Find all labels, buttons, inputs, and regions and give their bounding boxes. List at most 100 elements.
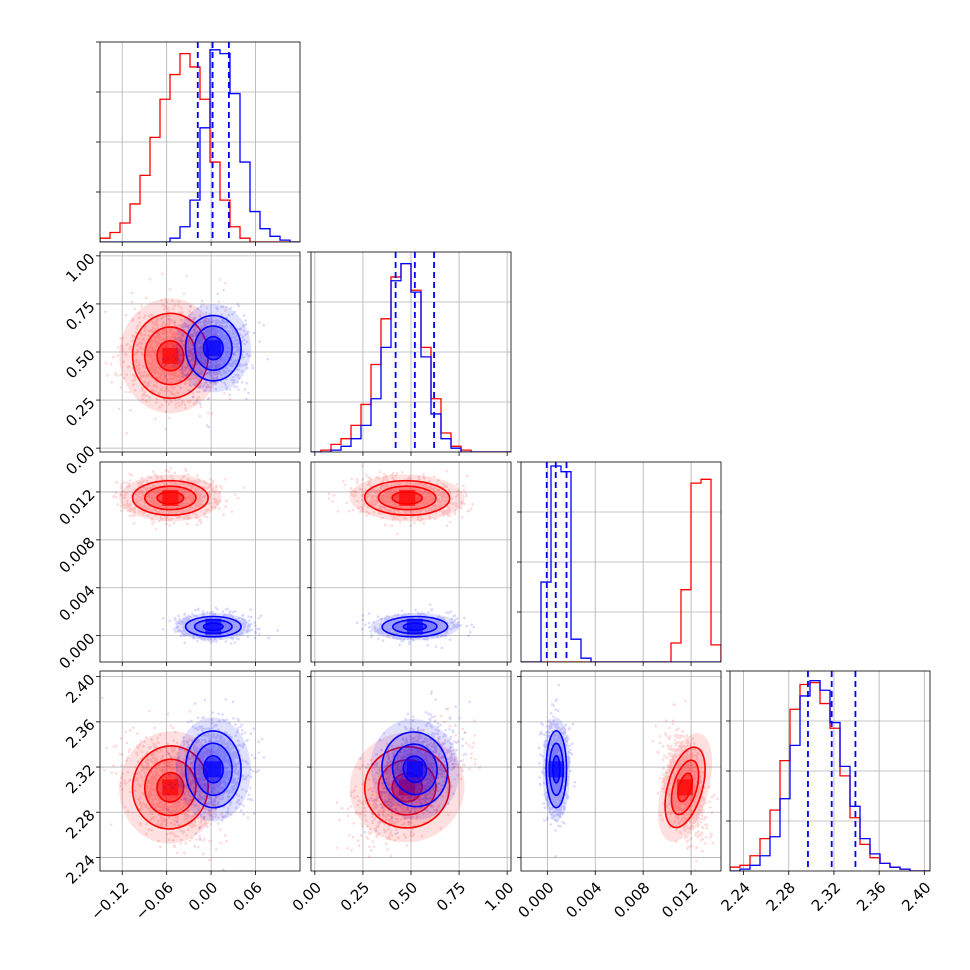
scatter-point bbox=[387, 621, 391, 625]
scatter-point bbox=[437, 615, 441, 618]
scatter-point bbox=[227, 624, 231, 628]
scatter-point bbox=[179, 306, 183, 310]
scatter-point bbox=[222, 617, 226, 621]
scatter-point bbox=[181, 311, 184, 314]
scatter-point bbox=[203, 633, 206, 637]
scatter-point bbox=[201, 332, 205, 336]
scatter-point bbox=[194, 503, 198, 506]
scatter-point bbox=[342, 479, 345, 483]
scatter-point bbox=[409, 506, 413, 510]
scatter-point bbox=[372, 620, 375, 624]
scatter-point bbox=[183, 490, 187, 493]
scatter-point bbox=[213, 331, 217, 334]
scatter-point bbox=[159, 516, 163, 519]
scatter-point bbox=[191, 347, 195, 351]
scatter-point bbox=[140, 386, 144, 390]
scatter-point bbox=[194, 489, 198, 492]
scatter-point bbox=[231, 630, 235, 633]
scatter-point bbox=[201, 352, 205, 356]
scatter-point bbox=[144, 296, 148, 300]
scatter-point bbox=[187, 346, 191, 349]
scatter-point bbox=[224, 627, 227, 631]
scatter-point bbox=[455, 504, 458, 508]
scatter-point bbox=[224, 622, 228, 626]
scatter-point bbox=[211, 320, 214, 323]
scatter-point bbox=[237, 388, 240, 391]
scatter-point bbox=[120, 347, 124, 350]
scatter-point bbox=[183, 613, 186, 616]
scatter-point bbox=[206, 322, 209, 326]
scatter-point bbox=[196, 499, 200, 503]
scatter-point bbox=[229, 306, 233, 310]
scatter-point bbox=[415, 509, 419, 513]
scatter-point bbox=[202, 373, 206, 377]
scatter-point bbox=[406, 486, 410, 490]
scatter-point bbox=[168, 337, 172, 341]
scatter-point bbox=[246, 628, 249, 632]
scatter-point bbox=[439, 500, 443, 504]
scatter-point bbox=[189, 486, 193, 490]
scatter-point bbox=[460, 515, 464, 519]
scatter-point bbox=[210, 364, 214, 368]
scatter-point bbox=[433, 504, 437, 507]
scatter-point bbox=[422, 473, 425, 476]
scatter-point bbox=[417, 488, 421, 492]
scatter-point bbox=[399, 486, 403, 490]
scatter-point bbox=[376, 615, 380, 618]
scatter-point bbox=[199, 622, 203, 626]
scatter-point bbox=[181, 509, 185, 513]
scatter-point bbox=[133, 359, 137, 363]
scatter-panel-2-1 bbox=[307, 461, 512, 666]
scatter-point bbox=[175, 369, 179, 373]
scatter-point bbox=[212, 371, 215, 375]
scatter-point bbox=[442, 510, 446, 513]
scatter-point bbox=[137, 311, 141, 315]
scatter-point bbox=[429, 507, 433, 511]
scatter-point bbox=[193, 334, 197, 337]
scatter-point bbox=[126, 365, 130, 369]
scatter-point bbox=[173, 362, 177, 366]
scatter-point bbox=[411, 637, 415, 640]
scatter-point bbox=[156, 489, 160, 493]
scatter-point bbox=[136, 349, 140, 352]
scatter-point bbox=[196, 378, 199, 381]
scatter-point bbox=[213, 381, 217, 385]
scatter-point bbox=[170, 386, 174, 389]
scatter-point bbox=[369, 490, 373, 493]
scatter-point bbox=[191, 622, 194, 626]
scatter-point bbox=[140, 341, 144, 345]
scatter-point bbox=[207, 639, 211, 642]
scatter-point bbox=[140, 304, 143, 308]
scatter-point bbox=[138, 496, 142, 500]
scatter-point bbox=[226, 624, 229, 628]
scatter-point bbox=[178, 495, 181, 499]
scatter-point bbox=[228, 330, 232, 334]
scatter-point bbox=[193, 620, 196, 623]
scatter-point bbox=[166, 487, 169, 491]
scatter-point bbox=[409, 511, 412, 514]
scatter-point bbox=[220, 358, 223, 361]
scatter-point bbox=[443, 491, 447, 495]
scatter-point bbox=[197, 351, 201, 355]
scatter-point bbox=[235, 633, 239, 636]
scatter-point bbox=[426, 495, 430, 498]
scatter-point bbox=[428, 479, 431, 483]
scatter-point bbox=[248, 623, 252, 627]
scatter-point bbox=[470, 623, 474, 627]
scatter-point bbox=[360, 488, 364, 492]
scatter-point bbox=[213, 500, 217, 504]
scatter-point bbox=[152, 520, 156, 524]
scatter-point bbox=[189, 506, 193, 509]
scatter-point bbox=[436, 493, 440, 496]
scatter-point bbox=[127, 504, 131, 507]
scatter-point bbox=[173, 481, 177, 484]
scatter-point bbox=[220, 335, 224, 338]
scatter-point bbox=[154, 327, 157, 331]
scatter-point bbox=[200, 324, 203, 328]
scatter-point bbox=[150, 329, 154, 333]
scatter-point bbox=[356, 479, 359, 482]
scatter-point bbox=[421, 501, 424, 505]
scatter-point bbox=[244, 363, 248, 366]
scatter-point bbox=[223, 628, 226, 632]
scatter-point bbox=[228, 346, 231, 350]
